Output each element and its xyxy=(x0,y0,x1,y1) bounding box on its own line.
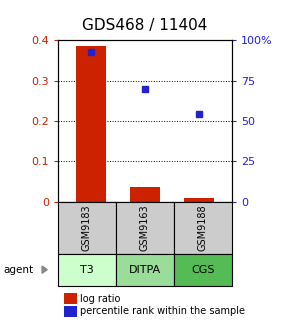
Text: DITPA: DITPA xyxy=(129,265,161,275)
Bar xyxy=(130,187,160,202)
Text: GSM9163: GSM9163 xyxy=(140,204,150,251)
Bar xyxy=(184,198,214,202)
Text: percentile rank within the sample: percentile rank within the sample xyxy=(80,306,245,316)
Text: GDS468 / 11404: GDS468 / 11404 xyxy=(82,18,208,34)
Text: CGS: CGS xyxy=(191,265,215,275)
Bar xyxy=(76,46,106,202)
Text: agent: agent xyxy=(3,265,33,275)
Text: GSM9183: GSM9183 xyxy=(82,204,92,251)
Text: GSM9188: GSM9188 xyxy=(198,204,208,251)
Text: T3: T3 xyxy=(80,265,94,275)
Text: log ratio: log ratio xyxy=(80,294,120,304)
